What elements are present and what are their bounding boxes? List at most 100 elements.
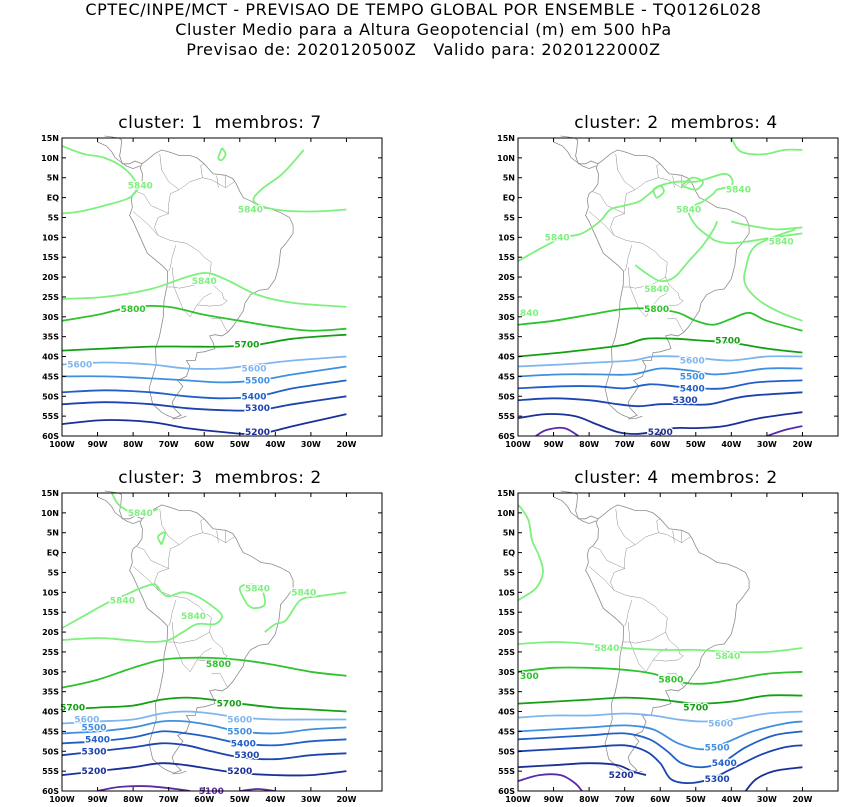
contour-label: 5700 [715, 337, 740, 347]
contour-label: 5700 [60, 704, 85, 714]
geopotential-map: 5840 5840 5840 5800 5700 5600 5600 5500 5400 5300… [41, 134, 383, 449]
lon-label: 40W [265, 440, 285, 449]
lat-label: 60S [42, 787, 59, 796]
panel-title: cluster: 3 membros: 2 [118, 468, 322, 488]
coastline [172, 415, 187, 420]
contour-label: 5500 [245, 376, 270, 386]
contour-label: 5840 [726, 186, 751, 196]
lat-label: EQ [503, 194, 515, 203]
lon-label: 40W [265, 795, 285, 803]
lat-label: 15S [498, 253, 515, 262]
lon-label: 50W [686, 440, 706, 449]
header-line-3: Previsao de: 2020120500Z Valido para: 20… [186, 40, 661, 59]
contour-layer [518, 138, 803, 436]
contour-label: 5840 [245, 584, 270, 594]
contour-label: 5700 [683, 704, 708, 714]
coastline [118, 492, 143, 520]
geopotential-contour [264, 591, 347, 633]
geopotential-contour [518, 744, 803, 785]
lon-label: 90W [544, 440, 564, 449]
lat-label: 5N [503, 529, 515, 538]
geopotential-contour [62, 333, 347, 352]
panel-title: cluster: 2 membros: 4 [574, 113, 778, 133]
geopotential-contour [518, 730, 803, 769]
geopotential-contour [62, 730, 347, 747]
lat-label: 5S [48, 213, 60, 222]
geopotential-contour [518, 694, 803, 705]
coastline [628, 415, 643, 420]
contour-label: 5600 [708, 719, 733, 729]
country-border [656, 163, 661, 178]
lat-label: 50S [42, 392, 59, 401]
country-border [132, 566, 159, 591]
geopotential-contour [518, 391, 803, 408]
lon-label: 70W [159, 795, 179, 803]
contour-label: 5840 [110, 596, 135, 606]
contour-label: 5300 [245, 404, 270, 414]
contour-label: 5200 [81, 767, 106, 777]
country-border [652, 292, 668, 306]
country-border [610, 177, 691, 289]
contour-label: 5840 [715, 652, 740, 662]
country-border [136, 546, 169, 569]
contour-label: 5600 [680, 357, 705, 367]
contour-label: 5840 [594, 644, 619, 654]
lat-label: 45S [42, 372, 59, 381]
lat-label: 40S [498, 353, 515, 362]
coastline-layer [97, 490, 294, 775]
map-frame [61, 137, 383, 437]
lon-label: 60W [194, 440, 214, 449]
lat-label: 60S [42, 432, 59, 441]
lon-label: 90W [544, 795, 564, 803]
map-panel-1: cluster: 1 membros: 7 5840 5840 5840 5800 57… [0, 110, 400, 455]
contour-label: 5840 [676, 206, 701, 216]
lat-label: 15S [42, 253, 59, 262]
contour-label: 5840 [545, 233, 570, 243]
lon-label: 20W [336, 795, 356, 803]
lon-label: 30W [301, 440, 321, 449]
geopotential-contour [518, 172, 803, 262]
lat-label: 15N [41, 489, 59, 498]
lon-label: 90W [88, 795, 108, 803]
lon-label: 60W [194, 795, 214, 803]
lat-label: 15N [41, 134, 59, 143]
geopotential-contour [62, 583, 223, 643]
contour-label: 5400 [680, 384, 705, 394]
geopotential-contour [730, 138, 803, 156]
country-border [610, 532, 691, 644]
lat-label: 10N [497, 509, 515, 518]
axis-layer: 15N 10N 5N EQ 5S 10S 15S 20S 25S 30S 35S 40S 45S 50S 5… [497, 134, 838, 449]
lon-label: 60W [650, 795, 670, 803]
lat-label: 25S [42, 648, 59, 657]
contour-label: 5300 [673, 396, 698, 406]
country-border [168, 600, 177, 627]
lat-label: 25S [498, 293, 515, 302]
geopotential-contour [535, 426, 579, 436]
contour-label: 5200 [227, 767, 252, 777]
geopotential-contour [518, 710, 803, 723]
geopotential-contour [97, 785, 191, 791]
country-border [629, 641, 684, 673]
country-border [196, 292, 212, 306]
lat-label: 55S [42, 412, 59, 421]
country-border [615, 153, 636, 190]
geopotential-contour [743, 228, 803, 322]
contour-label: 5840 [181, 612, 206, 622]
country-border [588, 566, 615, 591]
contour-label: 300 [520, 672, 539, 682]
lon-label: 30W [301, 795, 321, 803]
contour-label: 5600 [67, 360, 92, 370]
lat-label: 45S [498, 372, 515, 381]
map-panel-4: cluster: 4 membros: 2 5840 5840 300 5800 570… [456, 465, 847, 804]
contour-label: 5300 [705, 775, 730, 785]
lat-label: 15S [42, 608, 59, 617]
contour-label: 5700 [234, 341, 259, 351]
country-border [173, 641, 228, 673]
panel-title: cluster: 1 membros: 7 [118, 113, 322, 133]
country-border [159, 153, 180, 190]
geopotential-contour [238, 583, 266, 610]
geopotential-contour [681, 176, 704, 191]
lat-label: 45S [42, 727, 59, 736]
